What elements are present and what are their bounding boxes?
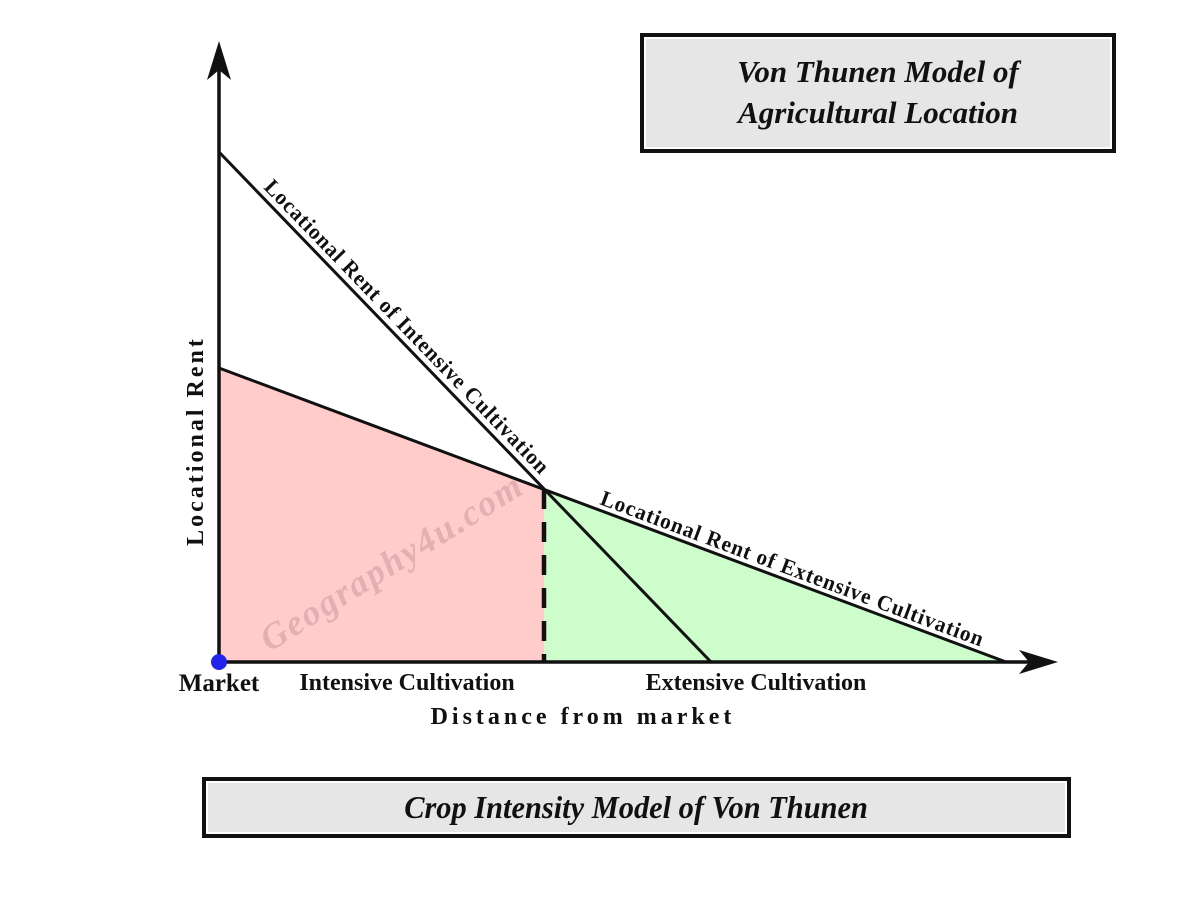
intensive-cultivation-zone <box>219 368 544 662</box>
main-title-line1: Von Thunen Model of <box>737 54 1019 90</box>
market-dot <box>211 654 227 670</box>
y-axis-arrow-icon <box>207 41 231 80</box>
extensive-zone-label: Extensive Cultivation <box>646 670 867 696</box>
market-label: Market <box>179 670 260 697</box>
main-title-box: Von Thunen Model of Agricultural Locatio… <box>640 33 1116 153</box>
extensive-rent-line <box>218 366 1007 664</box>
main-title-line2: Agricultural Location <box>738 95 1018 130</box>
intensive-rent-line <box>217 150 713 664</box>
intensive-zone-label: Intensive Cultivation <box>299 670 514 696</box>
x-axis-label: Distance from market <box>431 704 736 730</box>
caption-text: Crop Intensity Model of Von Thunen <box>404 789 869 825</box>
x-axis-arrow-icon <box>1019 650 1058 674</box>
y-axis-label: Locational Rent <box>183 336 209 546</box>
caption-box: Crop Intensity Model of Von Thunen <box>202 777 1071 838</box>
